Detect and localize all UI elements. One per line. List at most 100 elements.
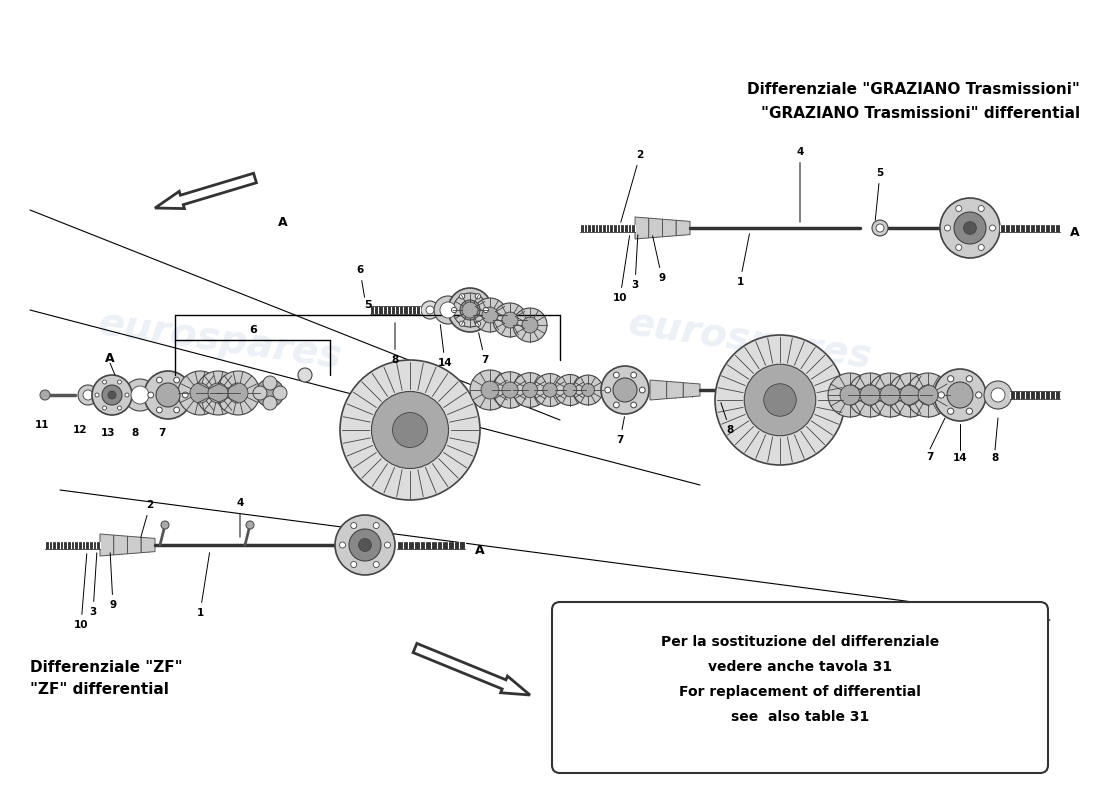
Circle shape xyxy=(263,396,277,410)
Circle shape xyxy=(385,542,390,548)
Circle shape xyxy=(273,386,287,400)
Circle shape xyxy=(860,385,880,405)
Circle shape xyxy=(522,317,538,333)
Circle shape xyxy=(493,303,527,337)
Circle shape xyxy=(947,382,974,408)
Circle shape xyxy=(102,380,107,384)
Text: 8: 8 xyxy=(392,322,398,365)
Circle shape xyxy=(582,383,594,397)
Polygon shape xyxy=(128,536,141,554)
Circle shape xyxy=(880,385,900,405)
Circle shape xyxy=(473,298,507,332)
Circle shape xyxy=(174,407,179,413)
Polygon shape xyxy=(100,534,113,556)
Circle shape xyxy=(639,387,646,393)
Text: 1: 1 xyxy=(197,553,210,618)
Circle shape xyxy=(956,245,961,250)
Circle shape xyxy=(161,521,169,529)
Circle shape xyxy=(208,383,228,403)
Circle shape xyxy=(978,245,984,250)
FancyArrow shape xyxy=(45,542,100,549)
Circle shape xyxy=(434,296,462,324)
Text: 8: 8 xyxy=(991,453,999,463)
Circle shape xyxy=(614,372,619,378)
Circle shape xyxy=(349,529,381,561)
Circle shape xyxy=(534,374,566,406)
Circle shape xyxy=(351,562,356,567)
Circle shape xyxy=(614,402,619,408)
Circle shape xyxy=(426,306,434,314)
Circle shape xyxy=(542,382,558,397)
Circle shape xyxy=(460,300,480,320)
Circle shape xyxy=(502,312,518,328)
Circle shape xyxy=(900,385,920,405)
Circle shape xyxy=(246,521,254,529)
Polygon shape xyxy=(667,382,683,398)
Circle shape xyxy=(298,368,312,382)
Circle shape xyxy=(359,538,372,551)
Circle shape xyxy=(40,390,49,400)
Circle shape xyxy=(340,542,345,548)
Polygon shape xyxy=(676,220,690,236)
Text: 9: 9 xyxy=(652,236,666,283)
Circle shape xyxy=(522,382,538,398)
Circle shape xyxy=(336,515,395,575)
Circle shape xyxy=(373,562,380,567)
Circle shape xyxy=(124,379,156,411)
Text: 10: 10 xyxy=(74,554,88,630)
Text: 6: 6 xyxy=(356,265,364,298)
Circle shape xyxy=(947,376,954,382)
Circle shape xyxy=(95,393,99,397)
Circle shape xyxy=(253,386,267,400)
Text: "GRAZIANO Trasmissioni" differential: "GRAZIANO Trasmissioni" differential xyxy=(761,106,1080,121)
Circle shape xyxy=(605,387,610,393)
Circle shape xyxy=(964,222,977,234)
Text: Differenziale "GRAZIANO Trasmissioni": Differenziale "GRAZIANO Trasmissioni" xyxy=(747,82,1080,97)
Circle shape xyxy=(82,390,94,400)
Circle shape xyxy=(554,374,585,406)
Circle shape xyxy=(448,288,492,332)
Text: 9: 9 xyxy=(109,553,117,610)
Text: 7: 7 xyxy=(926,452,934,462)
Circle shape xyxy=(92,375,132,415)
Circle shape xyxy=(763,384,796,416)
Polygon shape xyxy=(414,643,530,695)
Circle shape xyxy=(482,307,498,323)
Circle shape xyxy=(978,206,984,211)
Circle shape xyxy=(108,391,115,399)
Circle shape xyxy=(190,383,210,403)
Circle shape xyxy=(147,392,154,398)
Circle shape xyxy=(934,369,986,421)
Circle shape xyxy=(421,301,439,319)
Circle shape xyxy=(483,307,488,313)
Circle shape xyxy=(956,206,961,211)
Text: 14: 14 xyxy=(438,325,452,368)
Circle shape xyxy=(601,366,649,414)
Text: Differenziale "ZF": Differenziale "ZF" xyxy=(30,660,183,675)
Text: 8: 8 xyxy=(720,402,734,435)
Circle shape xyxy=(573,375,603,405)
Circle shape xyxy=(868,373,912,417)
Text: "ZF" differential: "ZF" differential xyxy=(30,682,169,697)
Circle shape xyxy=(102,385,122,405)
Circle shape xyxy=(144,371,192,419)
Circle shape xyxy=(630,372,637,378)
Circle shape xyxy=(351,522,356,529)
Circle shape xyxy=(715,335,845,465)
Circle shape xyxy=(118,406,121,410)
Circle shape xyxy=(990,225,996,231)
FancyBboxPatch shape xyxy=(552,602,1048,773)
Text: 8: 8 xyxy=(131,428,139,438)
Circle shape xyxy=(156,407,162,413)
Circle shape xyxy=(460,321,464,326)
Circle shape xyxy=(178,371,222,415)
Circle shape xyxy=(256,379,284,407)
Polygon shape xyxy=(650,380,667,400)
Text: A: A xyxy=(1070,226,1079,239)
Text: A: A xyxy=(278,215,288,229)
Circle shape xyxy=(984,381,1012,409)
Circle shape xyxy=(947,408,954,414)
Circle shape xyxy=(840,385,860,405)
Text: eurospares: eurospares xyxy=(626,304,875,376)
Circle shape xyxy=(393,413,428,447)
